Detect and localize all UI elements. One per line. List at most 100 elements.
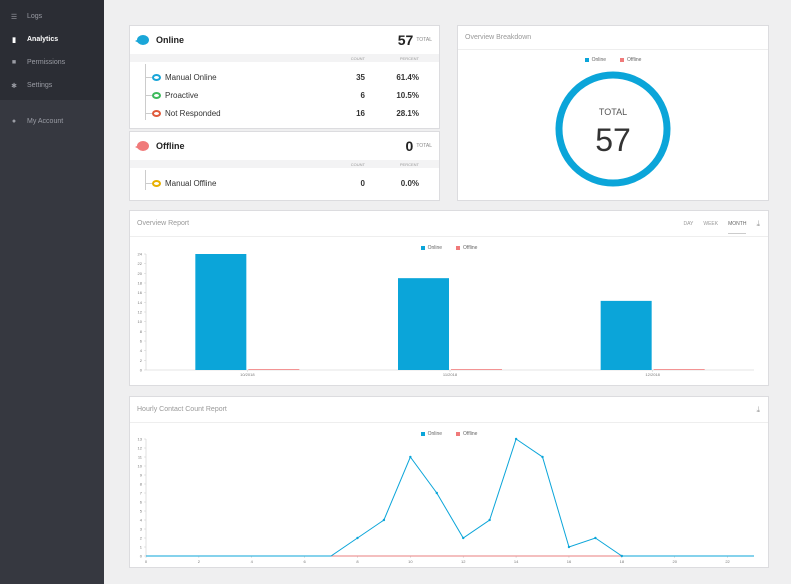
- overview-breakdown-panel: Overview Breakdown Online Offline TOTAL …: [457, 25, 769, 201]
- row-count: 35: [356, 72, 365, 82]
- data-point: [356, 536, 359, 540]
- data-point: [567, 545, 571, 549]
- count-header: COUNT: [350, 161, 365, 167]
- online-rows: Manual Online 35 61.4% Proactive 6 10.5%…: [130, 62, 439, 126]
- x-tick-label: 6: [303, 559, 306, 564]
- y-tick-label: 16: [138, 290, 143, 295]
- x-tick-label: 12/2018: [645, 372, 660, 377]
- tab-month[interactable]: MONTH: [728, 221, 747, 234]
- data-point: [620, 554, 624, 558]
- legend-online[interactable]: Online: [420, 431, 442, 437]
- x-tick-label: 20: [672, 559, 677, 564]
- chart-legend: Online Offline: [130, 431, 768, 437]
- sidebar: ☰ Logs ▮ Analytics ■ Permissions ✱ Setti…: [0, 0, 104, 584]
- percent-header: PERCENT: [399, 55, 419, 61]
- chat-bubble-icon: [135, 35, 149, 45]
- offline-total: 0: [405, 138, 414, 154]
- row-name: Not Responded: [165, 108, 221, 118]
- total-label: TOTAL: [416, 37, 432, 43]
- y-tick-label: 11: [138, 455, 143, 460]
- legend-offline[interactable]: Offline: [456, 431, 477, 437]
- chat-bubble-icon: [152, 91, 161, 99]
- x-tick-label: 11/2018: [443, 372, 458, 377]
- x-tick-label: 10: [408, 559, 413, 564]
- x-tick-label: 4: [251, 559, 254, 564]
- online-label: Online: [156, 35, 185, 45]
- y-tick-label: 8: [140, 329, 143, 334]
- donut-center-value: 57: [595, 122, 631, 158]
- period-tabs: DAY WEEK MONTH ⤓: [683, 219, 760, 235]
- y-tick-label: 2: [140, 358, 143, 363]
- data-point: [435, 491, 438, 495]
- x-tick-label: 14: [514, 559, 519, 564]
- panel-title: Overview Breakdown: [465, 34, 532, 41]
- x-tick-label: 0: [145, 559, 148, 564]
- panel-title: Hourly Contact Count Report: [137, 406, 227, 413]
- y-tick-label: 3: [140, 527, 143, 532]
- y-tick-label: 0: [140, 368, 143, 373]
- sidebar-item-logs[interactable]: ☰ Logs: [0, 5, 104, 28]
- bar-offline: [653, 369, 705, 370]
- data-point: [382, 518, 386, 522]
- bar-online: [398, 278, 449, 370]
- tab-week[interactable]: WEEK: [703, 221, 719, 227]
- sidebar-item-my-account[interactable]: ● My Account: [0, 110, 104, 133]
- bar-online: [600, 300, 652, 370]
- y-tick-label: 4: [140, 518, 143, 523]
- legend-online[interactable]: Online: [584, 57, 606, 63]
- series-line-online: [146, 438, 754, 557]
- data-point: [488, 518, 491, 522]
- x-tick-label: 2: [198, 559, 201, 564]
- y-tick-label: 4: [140, 348, 143, 353]
- tab-day[interactable]: DAY: [683, 221, 694, 227]
- download-icon[interactable]: ⤓: [756, 219, 760, 228]
- y-tick-label: 9: [140, 473, 143, 478]
- bar-online: [195, 254, 247, 370]
- y-tick-label: 13: [138, 437, 143, 442]
- online-card: Online 57 TOTAL COUNT PERCENT Manual Onl…: [129, 25, 440, 129]
- row-percent: 10.5%: [396, 90, 419, 100]
- sidebar-item-label: Settings: [27, 82, 53, 89]
- row-count: 16: [356, 108, 365, 118]
- row-name: Manual Offline: [165, 178, 217, 188]
- sidebar-item-label: My Account: [27, 118, 64, 125]
- data-point: [409, 455, 412, 459]
- x-tick-label: 22: [725, 559, 730, 564]
- sidebar-item-analytics[interactable]: ▮ Analytics: [0, 28, 104, 51]
- panel-title: Overview Report: [137, 220, 190, 227]
- column-headers: COUNT PERCENT: [130, 54, 439, 62]
- y-tick-label: 10: [138, 319, 143, 324]
- y-tick-label: 18: [138, 281, 143, 286]
- sidebar-item-permissions[interactable]: ■ Permissions: [0, 51, 104, 74]
- row-percent: 28.1%: [396, 108, 419, 118]
- sidebar-item-label: Logs: [27, 13, 43, 20]
- y-tick-label: 22: [138, 261, 143, 266]
- y-tick-label: 6: [140, 500, 143, 505]
- list-item: Manual Offline 0 0.0%: [130, 174, 439, 192]
- list-icon: ☰: [10, 13, 18, 21]
- list-item: Not Responded 16 28.1%: [130, 104, 439, 122]
- legend-offline[interactable]: Offline: [620, 57, 641, 63]
- download-icon[interactable]: ⤓: [756, 405, 760, 414]
- donut-center-label: TOTAL: [599, 107, 627, 117]
- legend-offline[interactable]: Offline: [456, 245, 477, 251]
- bar-offline: [451, 369, 502, 370]
- y-tick-label: 5: [140, 509, 143, 514]
- chat-bubble-icon: [152, 179, 161, 187]
- y-tick-label: 12: [138, 446, 143, 451]
- data-point: [514, 437, 518, 441]
- sidebar-item-label: Permissions: [27, 59, 66, 66]
- offline-card-header: Offline 0 TOTAL: [130, 132, 439, 160]
- legend-online[interactable]: Online: [420, 245, 442, 251]
- offline-rows: Manual Offline 0 0.0%: [130, 168, 439, 196]
- chat-bubble-icon: [152, 109, 161, 117]
- sidebar-item-settings[interactable]: ✱ Settings: [0, 74, 104, 97]
- row-percent: 0.0%: [400, 178, 419, 188]
- row-count: 0: [360, 178, 365, 188]
- list-item: Proactive 6 10.5%: [130, 86, 439, 104]
- y-tick-label: 14: [138, 300, 143, 305]
- y-tick-label: 6: [140, 339, 143, 344]
- chat-bubble-icon: [152, 73, 161, 81]
